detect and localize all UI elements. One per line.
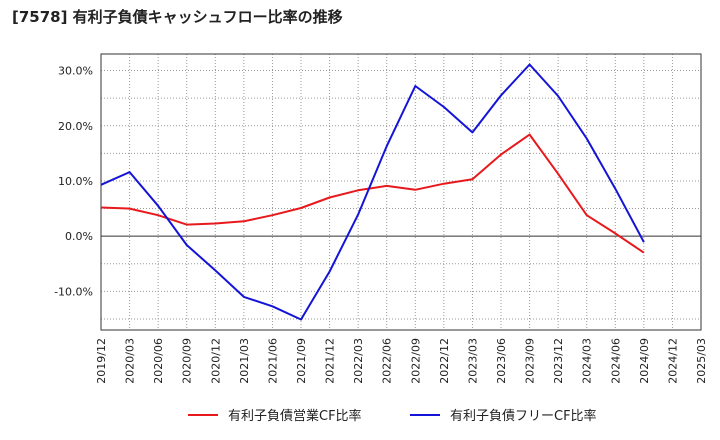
x-tick-label: 2024/12 [666,338,679,384]
x-tick-label: 2021/06 [266,338,279,384]
x-tick-label: 2020/09 [181,338,194,384]
x-tick-label: 2022/06 [381,338,394,384]
x-axis-ticks: 2019/12 2020/03 2020/06 2020/09 2020/12 2021/… [95,338,708,384]
legend: 有利子負債営業CF比率 有利子負債フリーCF比率 [188,408,597,424]
x-tick-label: 2024/06 [609,338,622,384]
x-tick-label: 2022/12 [438,338,451,384]
x-tick-label: 2023/12 [552,338,565,384]
x-tick-label: 2021/03 [238,338,251,384]
grid-lines [100,54,702,330]
series-line-2 [100,63,645,321]
x-tick-label: 2024/09 [638,338,651,384]
x-tick-label: 2022/09 [409,338,422,384]
series-lines [100,63,645,321]
x-tick-label: 2021/09 [295,338,308,384]
x-tick-label: 2022/03 [352,338,365,384]
y-tick-label: 0.0% [65,230,93,243]
x-tick-label: 2020/03 [124,338,137,384]
y-tick-label: 30.0% [58,65,93,78]
x-tick-label: 2019/12 [95,338,108,384]
legend-label-2: 有利子負債フリーCF比率 [450,408,597,424]
chart-title: [7578] 有利子負債キャッシュフロー比率の推移 [12,8,343,26]
x-tick-label: 2023/09 [524,338,537,384]
x-tick-label: 2023/03 [466,338,479,384]
y-tick-label: -10.0% [54,285,93,298]
y-tick-label: 10.0% [58,175,93,188]
y-axis-ticks: 30.0% 20.0% 10.0% 0.0% -10.0% [54,65,93,299]
legend-label-1: 有利子負債営業CF比率 [228,408,362,424]
x-tick-label: 2021/12 [324,338,337,384]
plot-frame [100,53,702,331]
x-tick-label: 2025/03 [695,338,708,384]
x-tick-label: 2024/03 [581,338,594,384]
series-line-1 [100,133,645,254]
y-tick-label: 20.0% [58,120,93,133]
x-tick-label: 2023/06 [495,338,508,384]
x-tick-label: 2020/12 [209,338,222,384]
x-tick-label: 2020/06 [152,338,165,384]
